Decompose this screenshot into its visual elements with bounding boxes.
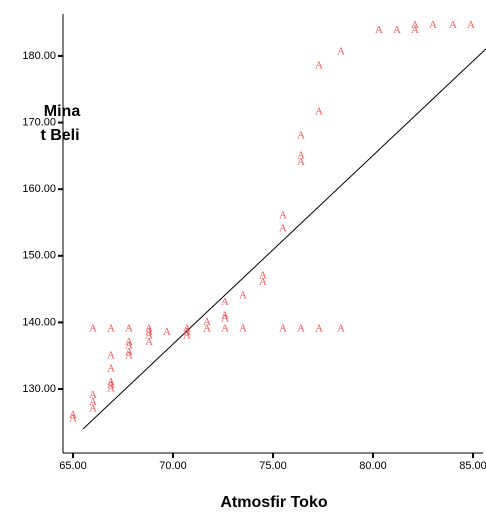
marker: A <box>69 409 77 421</box>
y-tick-label: 160.00 <box>22 183 56 195</box>
marker: A <box>145 329 153 341</box>
x-tick-label: 75.00 <box>259 460 287 472</box>
marker: A <box>89 389 97 401</box>
y-axis-label: t Beli <box>40 127 79 144</box>
marker: A <box>107 376 115 388</box>
marker: A <box>259 269 267 281</box>
marker: A <box>239 323 247 335</box>
marker: A <box>203 323 211 335</box>
marker: A <box>297 129 305 141</box>
marker: A <box>203 316 211 328</box>
marker: A <box>89 403 97 415</box>
marker: A <box>337 323 345 335</box>
marker: A <box>125 346 133 358</box>
marker: A <box>337 46 345 58</box>
marker: A <box>125 339 133 351</box>
marker: A <box>315 323 323 335</box>
x-tick-label: 70.00 <box>159 460 187 472</box>
marker: A <box>183 329 191 341</box>
y-tick-label: 150.00 <box>22 250 56 262</box>
marker: A <box>297 149 305 161</box>
marker: A <box>89 323 97 335</box>
marker: A <box>125 349 133 361</box>
marker: A <box>315 59 323 71</box>
marker: A <box>393 24 401 36</box>
fit-line <box>82 48 486 430</box>
x-tick-label: 85.00 <box>459 460 486 472</box>
y-tick-label: 140.00 <box>22 316 56 328</box>
marker: A <box>145 323 153 335</box>
marker: A <box>411 24 419 36</box>
marker: A <box>411 19 419 31</box>
marker: A <box>125 336 133 348</box>
marker: A <box>107 363 115 375</box>
marker: A <box>279 209 287 221</box>
y-tick-label: 180.00 <box>22 50 56 62</box>
marker: A <box>429 19 437 31</box>
marker: A <box>259 276 267 288</box>
y-axis-label: Mina <box>44 103 81 120</box>
y-tick-label: 130.00 <box>22 383 56 395</box>
marker: A <box>145 336 153 348</box>
marker: A <box>315 105 323 117</box>
marker: A <box>297 323 305 335</box>
marker: A <box>279 323 287 335</box>
marker: A <box>221 323 229 335</box>
marker: A <box>221 309 229 321</box>
marker: A <box>107 323 115 335</box>
marker: A <box>449 19 457 31</box>
marker: A <box>89 396 97 408</box>
marker: A <box>183 323 191 335</box>
x-tick-label: 80.00 <box>359 460 387 472</box>
marker: A <box>297 156 305 168</box>
marker: A <box>221 296 229 308</box>
x-tick-label: 65.00 <box>59 460 87 472</box>
marker: A <box>239 289 247 301</box>
marker: A <box>69 413 77 425</box>
marker: A <box>221 313 229 325</box>
marker: A <box>183 326 191 338</box>
marker: A <box>375 24 383 36</box>
marker: A <box>467 19 475 31</box>
marker: A <box>125 323 133 335</box>
y-tick-label: 170.00 <box>22 116 56 128</box>
marker: A <box>279 223 287 235</box>
marker: A <box>107 349 115 361</box>
marker: A <box>107 383 115 395</box>
marker: A <box>163 326 171 338</box>
marker: A <box>145 326 153 338</box>
x-axis-label: Atmosfir Toko <box>220 494 327 511</box>
marker: A <box>107 379 115 391</box>
